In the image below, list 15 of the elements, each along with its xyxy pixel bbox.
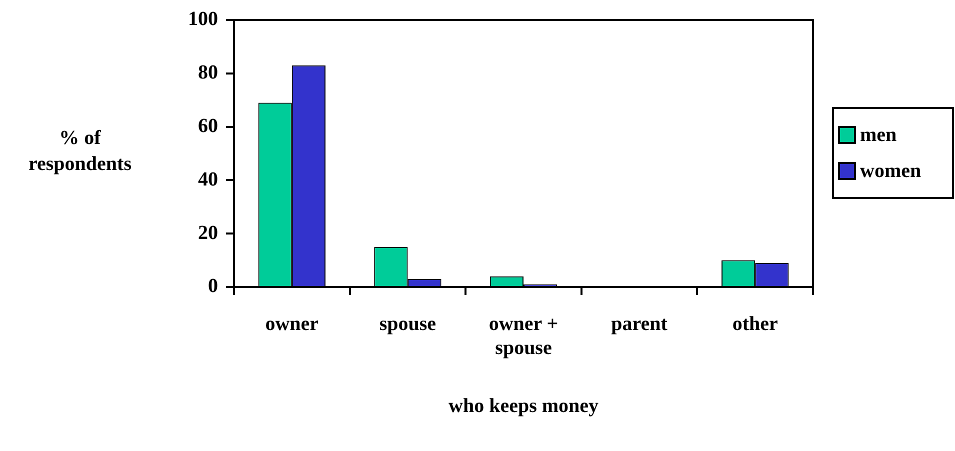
y-tick-label: 0 <box>208 275 218 298</box>
y-tick-label: 80 <box>198 62 218 84</box>
x-tick-label: owner + spouse <box>488 313 558 360</box>
x-tick-label: owner <box>265 313 319 336</box>
x-tick-label: parent <box>611 313 668 336</box>
y-tick-label: 100 <box>188 8 218 30</box>
y-tick-label: 60 <box>198 114 218 137</box>
x-tick-label: spouse <box>379 313 436 336</box>
y-axis-title: % of respondents <box>28 126 132 177</box>
y-tick-label: 40 <box>198 168 218 190</box>
y-tick-label: 20 <box>198 222 218 244</box>
x-axis-title: who keeps money <box>448 395 599 418</box>
legend-label: women <box>860 160 922 182</box>
x-tick-label: other <box>732 313 778 336</box>
legend-label: men <box>860 124 897 146</box>
